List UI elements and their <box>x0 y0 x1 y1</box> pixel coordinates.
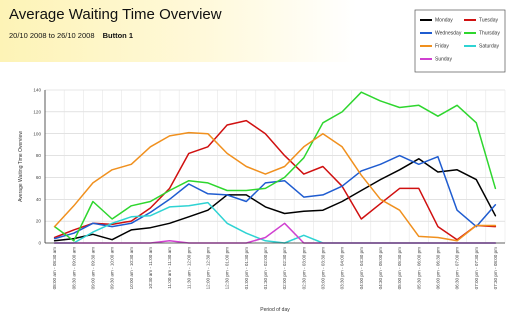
y-tick-label: 80 <box>36 153 42 158</box>
x-tick-label: 03:00 pm - 03:30 pm <box>321 247 326 290</box>
x-tick-label: 05:00 pm - 05:30 pm <box>397 247 402 290</box>
series-line-thursday <box>53 91 497 242</box>
x-tick-label: 07:30 pm - 08:00 pm <box>493 247 498 290</box>
x-tick-label: 04:00 pm - 04:30 pm <box>359 247 364 290</box>
date-range: 20/10 2008 to 26/10 2008 <box>9 31 95 40</box>
x-tick-label: 03:30 pm - 04:00 pm <box>340 247 345 290</box>
y-tick-label: 60 <box>36 175 42 180</box>
x-tick-label: 06:00 pm - 06:30 pm <box>436 247 441 290</box>
x-tick-label: 12:00 pm - 12:30 pm <box>206 247 211 290</box>
x-tick-label: 10:30 am - 11:00 am <box>148 247 153 289</box>
page-title: Average Waiting Time Overview <box>9 6 222 23</box>
x-tick-label: 05:30 pm - 06:00 pm <box>416 247 421 290</box>
grid <box>44 89 506 244</box>
x-axis-title: Period of day <box>260 307 290 313</box>
x-tick-label: 10:00 am - 10:30 am <box>129 247 134 290</box>
x-tick-label: 08:00 am - 08:30 am <box>52 247 57 290</box>
y-tick-label: 20 <box>36 219 42 224</box>
x-tick-label: 09:00 am - 09:30 am <box>91 247 96 290</box>
y-tick-label: 100 <box>33 131 41 136</box>
x-tick-label: 11:30 am - 12:00 pm <box>186 247 191 289</box>
legend-label-saturday: Saturday <box>479 44 500 50</box>
x-tick-label: 04:30 pm - 05:00 pm <box>378 247 383 290</box>
legend-label-wednesday: Wednesday <box>435 31 462 37</box>
x-tick-label: 02:30 pm - 03:00 pm <box>301 247 306 290</box>
legend-label-sunday: Sunday <box>435 57 452 63</box>
legend-label-friday: Friday <box>435 44 449 50</box>
axes: 0 20 40 60 80 100 120 140 08:00 am - 08:30 am 08:… <box>18 88 505 313</box>
x-tick-label: 07:00 pm - 07:30 pm <box>474 247 479 290</box>
legend-label-tuesday: Tuesday <box>479 18 498 24</box>
x-tick-label: 09:30 am - 10:00 am <box>110 247 115 290</box>
y-axis-title: Average Waiting Time Overview <box>18 131 24 202</box>
x-tick-label: 01:00 pm - 01:30 pm <box>244 247 249 290</box>
x-tick-label: 06:30 pm - 07:00 pm <box>455 247 460 290</box>
x-tick-label: 01:30 pm - 02:00 pm <box>263 247 268 290</box>
y-tick-label: 140 <box>33 88 41 93</box>
x-tick-label: 11:00 am - 11:30 am <box>167 247 172 289</box>
x-tick-label: 12:30 pm - 01:00 pm <box>225 247 230 290</box>
y-tick-label: 40 <box>36 197 42 202</box>
series-line-tuesday <box>53 119 497 241</box>
legend-label-monday: Monday <box>435 18 453 24</box>
series-line-friday <box>53 131 497 242</box>
series-line-monday <box>53 158 497 242</box>
legend: Monday Tuesday Wednesday Thursday Friday Satu… <box>414 9 506 73</box>
y-tick-label: 0 <box>38 241 41 246</box>
report-subtitle: 20/10 2008 to 26/10 2008 Button 1 <box>9 31 133 40</box>
series-line-wednesday <box>53 154 497 240</box>
legend-label-thursday: Thursday <box>479 31 500 37</box>
x-tick-label: 08:30 am - 09:00 am <box>71 247 76 290</box>
x-tick-label: 02:00 pm - 02:30 pm <box>282 247 287 290</box>
button-1[interactable]: Button 1 <box>102 31 134 40</box>
y-tick-label: 120 <box>33 109 41 114</box>
